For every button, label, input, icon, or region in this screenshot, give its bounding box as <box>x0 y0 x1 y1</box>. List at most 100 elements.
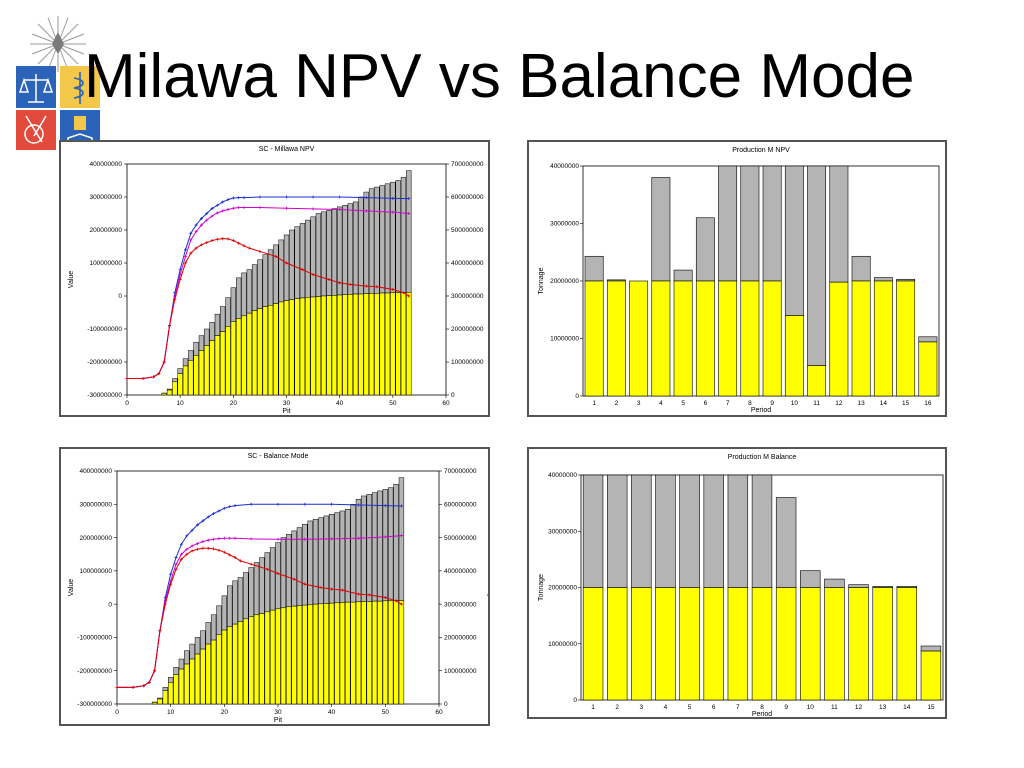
bar-ore <box>205 643 211 705</box>
bar-waste <box>363 191 369 294</box>
line-marker <box>210 207 214 211</box>
bar-waste <box>388 487 394 602</box>
line-marker <box>311 207 315 211</box>
star-icon <box>30 16 86 72</box>
y-tick-label: 0 <box>575 393 579 400</box>
bar-ore <box>851 280 871 397</box>
bar-ore <box>236 318 242 396</box>
line-marker <box>183 254 187 258</box>
bar-ore <box>695 280 715 397</box>
bar-ore <box>896 280 916 397</box>
bar-waste <box>193 341 199 356</box>
line-marker <box>394 599 398 603</box>
line-marker <box>189 231 193 235</box>
line-marker <box>201 519 205 523</box>
bar-waste <box>257 259 263 309</box>
chart-panel-npv: SC - Millawa NPV 0 10 20 30 40 50 60 -300000000 -… <box>59 140 490 417</box>
line-marker <box>163 602 167 606</box>
line-marker <box>391 210 395 214</box>
bar-waste <box>299 223 306 299</box>
line-marker <box>206 515 210 519</box>
x-tick-label: 60 <box>442 400 450 407</box>
bar-ore <box>366 601 372 705</box>
line-marker <box>228 536 232 540</box>
bar-ore <box>762 280 782 397</box>
bar-waste <box>918 336 938 343</box>
bar-ore <box>227 626 233 705</box>
bar-ore <box>294 298 300 396</box>
bar-waste <box>315 213 322 297</box>
bar-ore <box>198 350 205 396</box>
bar-ore <box>824 587 845 701</box>
bar-ore <box>173 674 179 705</box>
bar-waste <box>189 643 195 660</box>
y-tick-label: -300000000 <box>87 392 122 399</box>
x-tick-label: 8 <box>760 704 764 711</box>
y-tick-label: 200000000 <box>89 227 122 234</box>
line-marker <box>357 592 360 596</box>
bar-waste <box>347 203 353 295</box>
line-marker <box>338 281 342 285</box>
x-tick-label: 40 <box>328 709 336 716</box>
line-marker <box>399 534 403 538</box>
line-marker <box>222 506 226 510</box>
bar-waste <box>321 211 327 297</box>
bar-waste <box>727 474 749 588</box>
y-tick-label: -100000000 <box>77 635 112 642</box>
bar-waste <box>204 328 210 346</box>
line-marker <box>190 544 194 548</box>
line-marker <box>367 593 371 597</box>
line-marker <box>233 504 237 508</box>
line-marker <box>276 537 280 541</box>
bar-ore <box>251 310 258 396</box>
line-marker <box>311 195 315 199</box>
y-tick-label: 300000000 <box>79 501 112 508</box>
bar-ore <box>607 587 628 701</box>
bar-waste <box>323 515 329 604</box>
bar-waste <box>366 494 372 602</box>
x-tick-label: 10 <box>791 400 799 407</box>
bar-waste <box>230 287 236 322</box>
line-marker <box>179 552 183 556</box>
y2-tick-label: 300000000 <box>444 601 477 608</box>
line-marker <box>364 196 368 200</box>
line-marker <box>249 537 253 541</box>
x-axis-label: Pit <box>282 408 290 415</box>
line-marker <box>169 582 173 586</box>
bar-ore <box>393 600 399 705</box>
line-marker <box>215 203 219 207</box>
bar-waste <box>275 542 281 610</box>
line-marker <box>162 360 166 364</box>
bar-ore <box>221 629 227 705</box>
line-marker <box>199 223 203 227</box>
bar-ore <box>188 360 194 396</box>
bar-ore <box>315 296 322 396</box>
bar-ore <box>718 280 738 397</box>
bar-ore <box>918 341 938 397</box>
line-marker <box>231 196 235 200</box>
line-marker <box>231 206 235 210</box>
bar-ore <box>291 605 297 705</box>
x-tick-label: 14 <box>903 704 911 711</box>
bar-ore <box>243 618 249 705</box>
bar-waste <box>318 517 324 605</box>
line-marker <box>258 195 262 199</box>
bar-ore <box>193 355 199 396</box>
bar-ore <box>896 587 917 701</box>
bar-ore <box>350 601 356 705</box>
line-marker <box>189 251 193 255</box>
line-marker <box>210 239 214 243</box>
bar-waste <box>216 605 222 636</box>
y-tick-label: 30000000 <box>550 221 579 228</box>
line-marker <box>201 546 205 550</box>
bar-ore <box>237 621 244 705</box>
value-line-red <box>117 547 402 688</box>
x-tick-label: 7 <box>726 400 730 407</box>
x-tick-label: 13 <box>858 400 866 407</box>
line-marker <box>338 208 342 212</box>
x-tick-label: 60 <box>435 709 443 716</box>
bar-ore <box>784 315 804 397</box>
bar-ore <box>273 303 279 396</box>
bar-ore <box>168 682 174 705</box>
bar-waste <box>342 205 348 295</box>
